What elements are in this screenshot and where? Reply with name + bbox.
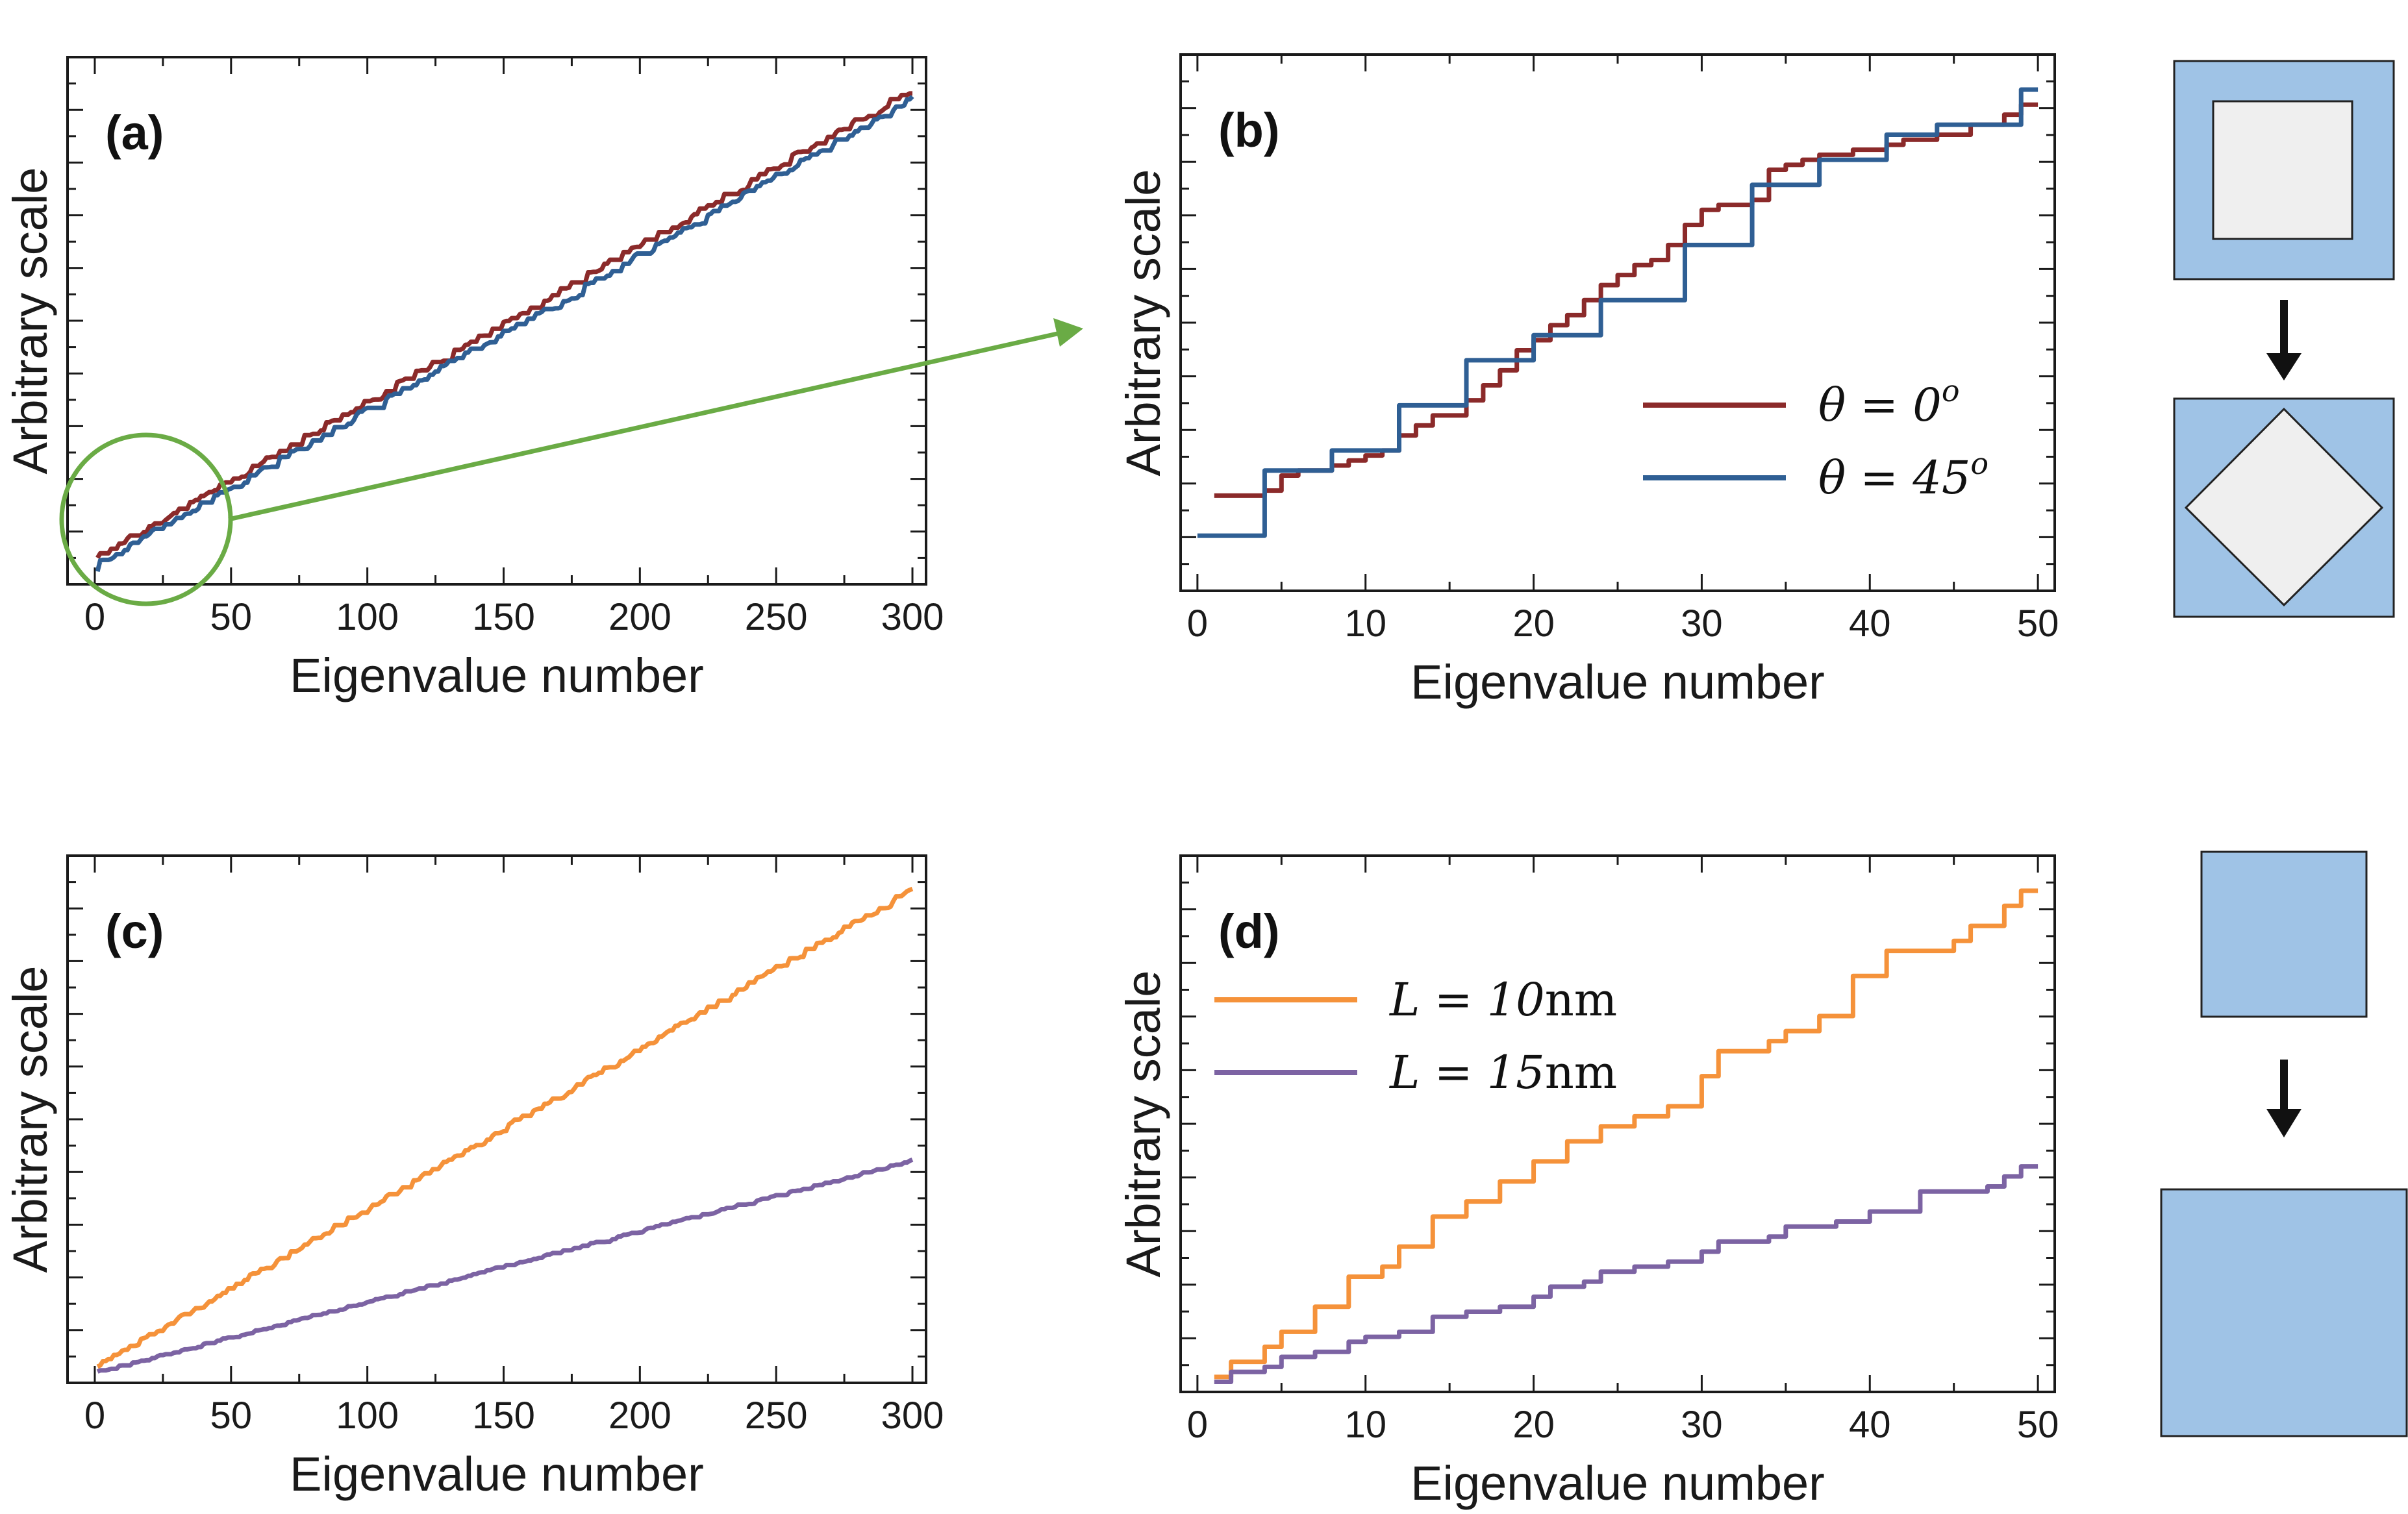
x-tick-label: 20 [1512,602,1555,645]
x-tick-label: 0 [84,1395,105,1437]
y-axis-label: Arbitrary scale [3,168,57,475]
panel-label: (a) [105,106,164,160]
y-axis-label: Arbitrary scale [1116,169,1170,477]
legend-entry: L = 15nm [1388,1046,1617,1099]
zoom-annotation [62,318,1083,604]
panel-label: (b) [1218,103,1280,157]
large-square [2161,1189,2407,1436]
x-tick-label: 300 [881,1395,944,1437]
legend-main-text: L = 15 [1388,1046,1545,1099]
x-tick-label: 150 [472,1395,535,1437]
inner-square [2213,101,2352,239]
panel-c-chart: 0 50 100 150 200 250 300 Eigenvalue number Arbit… [3,856,944,1501]
x-tick-label: 200 [608,1395,671,1437]
legend-main-text: L = 10 [1388,973,1545,1026]
x-tick-label: 40 [1849,1404,1891,1446]
x-axis-label: Eigenvalue number [290,649,704,702]
legend-unit: nm [1545,973,1617,1026]
series-line-purple [1214,1167,2038,1382]
x-tick-label: 150 [472,596,535,638]
x-tick-label: 50 [2017,602,2059,645]
legend-superscript: o [1970,446,1988,481]
series-line-purple [97,1160,912,1371]
series-line-red [97,93,912,558]
legend-main-text: θ = 0 [1818,378,1942,432]
x-tick-label: 10 [1344,602,1386,645]
x-tick-label: 10 [1344,1404,1386,1446]
x-tick-label: 20 [1512,1404,1555,1446]
x-tick-label: 250 [745,1395,808,1437]
panel-b-chart: 0 10 20 30 40 50 Eigenvalue number Arbitrary sc… [1116,55,2059,709]
legend-superscript: o [1942,373,1960,408]
x-tick-label: 100 [336,1395,399,1437]
down-arrow-icon [2266,353,2301,380]
x-tick-label: 40 [1849,602,1891,645]
panel-label: (c) [105,904,164,958]
x-tick-label: 30 [1681,602,1723,645]
figure-canvas: 0 50 100 150 200 250 300Eigenvalue numberArbit… [0,0,2408,1514]
x-tick-label: 0 [1187,602,1208,645]
y-axis-label: Arbitrary scale [1116,971,1170,1278]
plot-frame [1181,856,2055,1392]
legend-entry: θ = 0o [1818,373,1960,432]
series-line-orange [1214,891,2038,1377]
series-line-blue [97,97,912,572]
x-axis-label: Eigenvalue number [290,1447,704,1501]
plot-frame [68,856,926,1383]
zoom-arrow-head [1053,318,1083,347]
panel-d-chart: 0 10 20 30 40 50 Eigenvalue number Arbitrary sc… [1116,856,2059,1510]
x-tick-label: 250 [745,596,808,638]
legend-entry: L = 10nm [1388,973,1617,1026]
series-line-orange [97,889,912,1367]
plot-frame [68,57,926,584]
zoom-circle [62,435,231,604]
small-square [2201,852,2366,1017]
schematic-size-change [2161,852,2407,1436]
x-tick-label: 100 [336,596,399,638]
panel-label: (d) [1218,904,1280,958]
x-tick-label: 50 [2017,1404,2059,1446]
legend-unit: nm [1545,1046,1617,1099]
legend-entry: θ = 45o [1818,446,1988,504]
x-tick-label: 30 [1681,1404,1723,1446]
schematic-rotation [2174,61,2394,617]
x-tick-label: 0 [84,596,105,638]
x-tick-label: 200 [608,596,671,638]
x-tick-label: 0 [1187,1404,1208,1446]
y-axis-label: Arbitrary scale [3,966,57,1273]
x-tick-label: 300 [881,596,944,638]
legend-main-text: θ = 45 [1818,451,1970,504]
x-tick-label: 50 [210,1395,253,1437]
x-axis-label: Eigenvalue number [1411,1456,1825,1510]
zoom-arrow-line [229,334,1057,519]
down-arrow-icon [2266,1109,2301,1137]
x-axis-label: Eigenvalue number [1411,655,1825,709]
x-tick-label: 50 [210,596,253,638]
